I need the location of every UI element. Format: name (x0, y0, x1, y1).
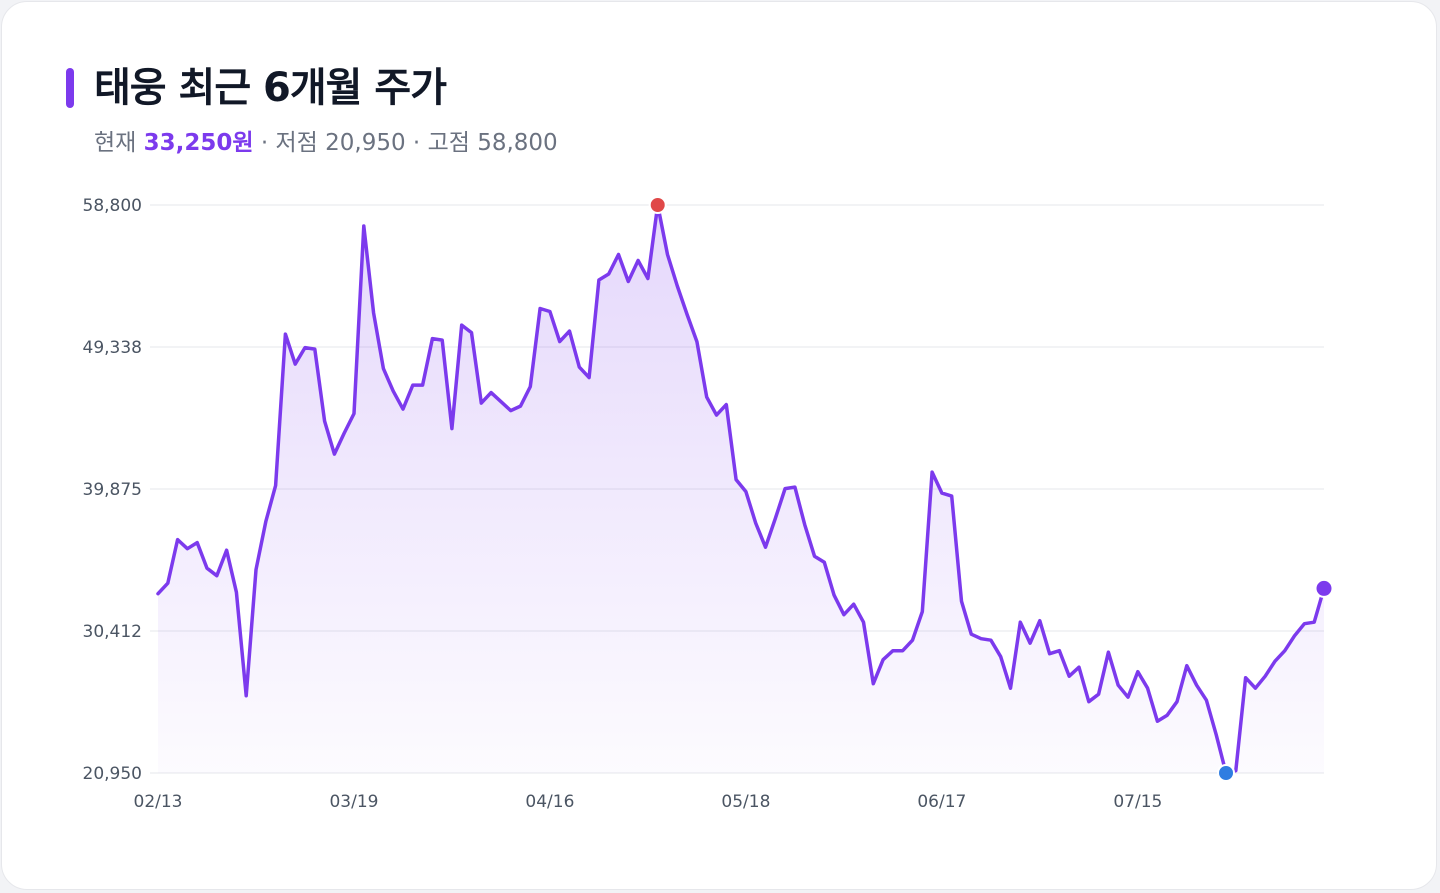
price-line (156, 203, 1326, 775)
y-tick-label: 20,950 (83, 764, 142, 784)
current-point-marker (1314, 578, 1334, 598)
high-point-marker (648, 196, 667, 214)
low-label: 저점 (275, 130, 318, 156)
chart-title: 태웅 최근 6개월 주가 (94, 65, 447, 111)
x-tick-label: 03/19 (329, 792, 378, 812)
x-axis: 02/13 03/19 04/16 05/18 06/17 07/15 (134, 792, 1163, 812)
high-price: 58,800 (477, 130, 558, 156)
y-tick-label: 49,338 (83, 338, 142, 358)
price-area (158, 205, 1324, 773)
current-price: 33,250원 (143, 130, 254, 156)
x-tick-label: 02/13 (134, 792, 183, 812)
y-axis: 20,950 30,412 39,875 49,338 58,800 (83, 196, 142, 784)
y-tick-label: 58,800 (83, 196, 142, 216)
low-point-marker (1217, 764, 1236, 782)
high-label: 고점 (427, 130, 470, 156)
low-price: 20,950 (325, 130, 406, 156)
y-tick-label: 39,875 (83, 480, 142, 500)
x-tick-label: 06/17 (917, 792, 966, 812)
markers (648, 196, 1334, 782)
y-tick-label: 30,412 (83, 622, 142, 642)
current-label: 현재 (94, 130, 137, 156)
title-accent-bar (66, 68, 74, 108)
x-tick-label: 04/16 (525, 792, 574, 812)
x-tick-label: 07/15 (1113, 792, 1162, 812)
price-summary: 현재 33,250원 · 저점 20,950 · 고점 58,800 (94, 126, 558, 160)
x-tick-label: 05/18 (721, 792, 770, 812)
separator: · (405, 130, 428, 156)
separator: · (253, 130, 276, 156)
